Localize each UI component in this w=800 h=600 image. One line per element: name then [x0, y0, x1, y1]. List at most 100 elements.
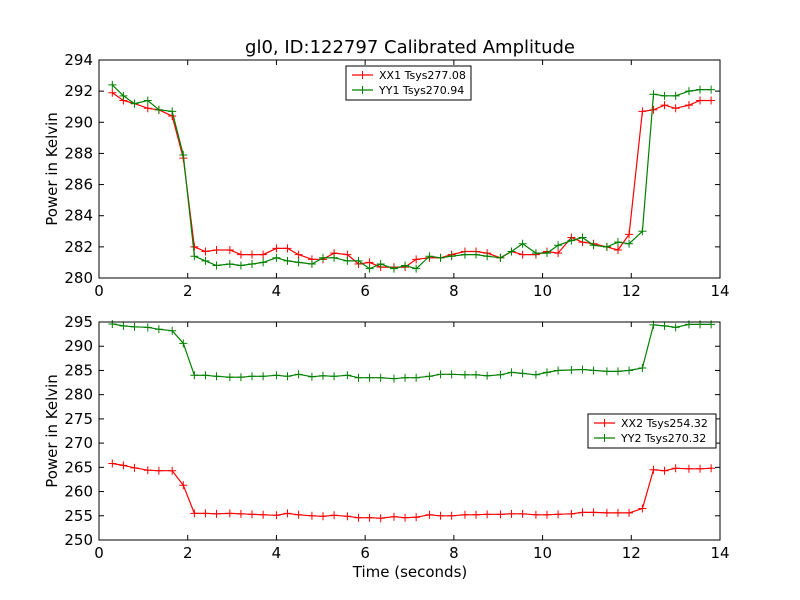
legend-entry: XX2 Tsys254.32 — [621, 417, 708, 430]
data-point — [460, 370, 469, 379]
data-point — [496, 510, 505, 519]
y-tick-label: 290 — [64, 337, 93, 355]
y-tick-label: 286 — [64, 176, 93, 194]
data-point — [436, 370, 445, 379]
data-point — [554, 249, 563, 258]
data-point — [472, 250, 481, 259]
series-line-yy1 — [111, 84, 712, 270]
data-point — [507, 247, 516, 256]
legend-entry: YY2 Tsys270.32 — [620, 432, 706, 445]
x-tick-label: 12 — [622, 282, 641, 300]
bottom-panel: Power in Kelvin Time (seconds) 0 2 4 6 8 10 12… — [43, 313, 730, 581]
data-point — [436, 253, 445, 262]
data-point — [294, 370, 303, 379]
x-tick-label: 0 — [94, 544, 104, 562]
top-y-axis-label: Power in Kelvin — [43, 112, 61, 226]
data-point — [625, 230, 634, 239]
data-point — [143, 466, 152, 475]
data-point — [425, 372, 434, 381]
data-point — [190, 252, 199, 261]
data-point — [483, 252, 492, 261]
y-tick-label: 280 — [64, 269, 93, 287]
data-point — [179, 150, 188, 159]
data-point — [225, 509, 234, 518]
data-point — [638, 504, 647, 513]
data-point — [401, 513, 410, 522]
data-point — [649, 465, 658, 474]
data-point — [543, 249, 552, 258]
data-point — [272, 253, 281, 262]
data-point — [259, 510, 268, 519]
data-point — [425, 252, 434, 261]
data-point — [307, 259, 316, 268]
data-point — [578, 508, 587, 517]
data-point — [425, 510, 434, 519]
data-point — [376, 259, 385, 268]
data-point — [447, 511, 456, 520]
data-point — [168, 466, 177, 475]
data-point — [119, 91, 128, 100]
data-point — [412, 513, 421, 522]
bottom-y-axis-label: Power in Kelvin — [43, 374, 61, 488]
data-point — [660, 321, 669, 330]
data-point — [589, 241, 598, 250]
x-tick-label: 0 — [94, 282, 104, 300]
data-point — [283, 509, 292, 518]
data-point — [330, 253, 339, 262]
data-point — [212, 509, 221, 518]
data-point — [483, 510, 492, 519]
y-tick-label: 255 — [64, 507, 93, 525]
data-point — [283, 256, 292, 265]
data-point — [696, 464, 705, 473]
data-point — [376, 373, 385, 382]
x-tick-label: 6 — [360, 544, 370, 562]
data-point — [625, 239, 634, 248]
data-point — [259, 258, 268, 267]
legend-marker — [358, 71, 367, 79]
data-point — [130, 99, 139, 108]
data-point — [684, 101, 693, 110]
data-point — [343, 371, 352, 380]
data-point — [707, 464, 716, 473]
data-point — [201, 371, 210, 380]
data-point — [638, 364, 647, 373]
data-point — [554, 510, 563, 519]
data-point — [330, 511, 339, 520]
data-point — [696, 96, 705, 105]
legend-marker — [358, 86, 367, 94]
x-tick-label: 10 — [533, 544, 552, 562]
data-point — [707, 96, 716, 105]
data-point — [248, 250, 257, 259]
legend-box — [587, 413, 717, 449]
data-point — [543, 510, 552, 519]
data-point — [179, 339, 188, 348]
data-point — [649, 90, 658, 99]
data-point — [108, 88, 117, 97]
data-point — [602, 367, 611, 376]
data-point — [589, 366, 598, 375]
data-point — [625, 508, 634, 517]
bottom-x-axis-label: Time (seconds) — [352, 563, 468, 581]
data-point — [294, 250, 303, 259]
data-point — [168, 326, 177, 335]
data-point — [130, 463, 139, 472]
data-point — [436, 511, 445, 520]
data-point — [660, 101, 669, 110]
y-tick-label: 288 — [64, 144, 93, 162]
data-point — [143, 104, 152, 113]
chart-title: gl0, ID:122797 Calibrated Amplitude — [245, 37, 575, 58]
y-tick-label: 270 — [64, 434, 93, 452]
data-point — [613, 508, 622, 517]
data-point — [259, 250, 268, 259]
data-point — [272, 511, 281, 520]
data-point — [108, 80, 117, 89]
data-point — [472, 510, 481, 519]
y-tick-label: 275 — [64, 410, 93, 428]
data-point — [236, 509, 245, 518]
data-point — [319, 253, 328, 262]
data-point — [168, 107, 177, 116]
y-tick-label: 282 — [64, 238, 93, 256]
x-tick-label: 6 — [360, 282, 370, 300]
y-tick-label: 284 — [64, 207, 93, 225]
